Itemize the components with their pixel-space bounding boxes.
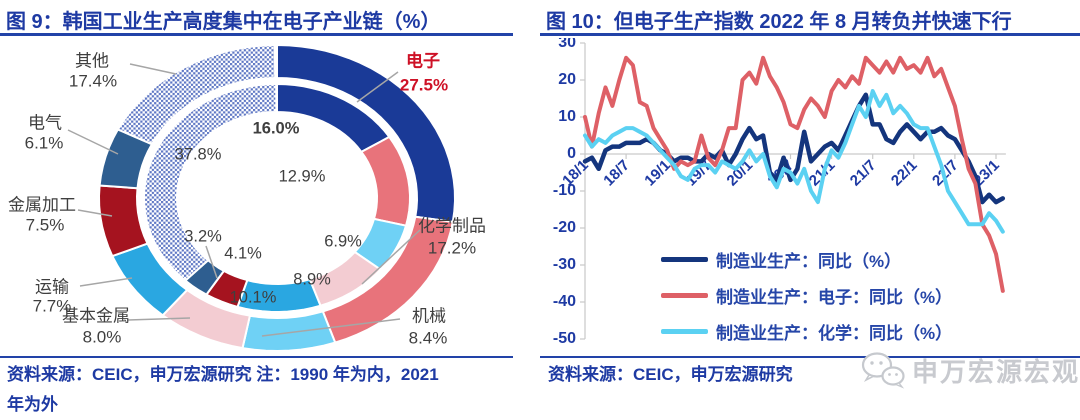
leader-line	[67, 129, 119, 155]
leader-line	[261, 318, 401, 337]
inner-value-基本金属: 8.9%	[293, 270, 331, 288]
leader-line	[79, 277, 133, 287]
inner-value-其他: 37.8%	[175, 145, 222, 163]
left-title-underline	[0, 33, 513, 36]
outer-ring-2021	[98, 44, 456, 352]
legend-row-electronics: 制造业生产：电子：同比（%）	[661, 283, 952, 307]
x-label-18/7: 18/7	[600, 157, 633, 190]
slice-value-运输: 7.7%	[33, 296, 72, 315]
left-bottom-rule	[0, 356, 513, 358]
slice-name-机械: 机械	[412, 306, 446, 325]
left-source-note: 资料来源：CEIC，申万宏源研究 注：1990 年为内，2021 年为外	[7, 360, 527, 420]
left-figure-title: 图 9：韩国工业生产高度集中在电子产业链（%）	[6, 11, 441, 33]
right-title-underline	[540, 33, 1080, 36]
slice-name-电子: 电子	[406, 50, 440, 70]
x-label-21/7: 21/7	[847, 157, 880, 190]
inner-labels: 16.0% 12.9% 6.9% 8.9% 10.1% 4.1%3.2% 37.8%	[175, 119, 363, 306]
inner-value-机械: 6.9%	[324, 232, 362, 250]
inner-value-化学制品: 12.9%	[279, 167, 326, 185]
right-figure-title: 图 10：但电子生产指数 2022 年 8 月转负并快速下行	[546, 11, 1012, 33]
brand-watermark: 申万宏源宏观	[860, 350, 1080, 390]
donut-slice-机械	[241, 310, 337, 352]
y-label-30: 30	[558, 38, 576, 51]
left-source-line1: 资料来源：CEIC，申万宏源研究 注：1990 年为内，2021	[7, 365, 439, 384]
inner-value-电气: 3.2%	[184, 227, 222, 245]
leader-line	[127, 317, 191, 321]
line-electronics	[583, 55, 1005, 293]
line-chart-legend: 制造业生产：同比（%） 制造业生产：电子：同比（%） 制造业生产：化学：同比（%…	[661, 247, 952, 355]
legend-row-chemicals: 制造业生产：化学：同比（%）	[661, 319, 952, 343]
y-label--20: -20	[553, 219, 576, 236]
left-source-line2: 年为外	[7, 395, 58, 414]
slice-name-金属加工: 金属加工	[8, 195, 76, 214]
legend-label-electronics: 制造业生产：电子：同比（%）	[716, 287, 953, 307]
legend-swatch-manufacturing	[661, 256, 708, 262]
inner-value-运输: 10.1%	[230, 288, 277, 306]
leader-line	[361, 229, 421, 285]
y-axis-labels: 30 20 10 0 -10 -20 -30 -40 -50	[553, 38, 576, 347]
slice-value-电气: 6.1%	[25, 133, 64, 152]
inner-value-电子: 16.0%	[253, 119, 300, 137]
slice-value-化学制品: 17.2%	[428, 238, 476, 257]
donut-slice-其他	[116, 44, 277, 146]
y-label-10: 10	[558, 108, 576, 125]
leader-line	[205, 245, 218, 279]
slice-value-基本金属: 8.0%	[83, 327, 122, 346]
leader-lines	[67, 63, 421, 337]
slice-value-其他: 17.4%	[69, 71, 117, 90]
legend-label-chemicals: 制造业生产：化学：同比（%）	[716, 323, 953, 343]
donut-slice-金属加工	[98, 184, 149, 258]
slice-value-金属加工: 7.5%	[26, 215, 65, 234]
inner-ring-1990	[143, 83, 411, 313]
y-label--10: -10	[553, 182, 576, 199]
outer-labels: 电子 27.5% 化学制品 17.2% 机械 8.4% 基本金属 8.0% 运输7.7% 金属加工…	[8, 50, 486, 347]
legend-label-manufacturing: 制造业生产：同比（%）	[716, 251, 902, 271]
leader-line	[129, 63, 177, 75]
slice-value-机械: 8.4%	[409, 328, 448, 347]
slice-name-其他: 其他	[75, 51, 109, 70]
slice-value-电子: 27.5%	[400, 75, 448, 94]
y-label--30: -30	[553, 256, 576, 273]
legend-swatch-electronics	[661, 292, 708, 298]
slice-name-电气: 电气	[28, 113, 62, 132]
watermark-text: 申万宏源宏观	[912, 356, 1080, 387]
legend-swatch-chemicals	[661, 328, 708, 334]
legend-row-manufacturing: 制造业生产：同比（%）	[661, 247, 952, 271]
right-bottom-rule	[540, 356, 1080, 358]
y-label--50: -50	[553, 330, 576, 347]
line-chemicals	[583, 89, 1005, 234]
inner-value-金属加工: 4.1%	[224, 244, 262, 262]
donut-slice-化学制品	[360, 135, 411, 227]
y-label-0: 0	[567, 145, 576, 162]
leader-line	[356, 71, 399, 103]
leader-line	[77, 209, 113, 217]
right-source-note: 资料来源：CEIC，申万宏源研究	[548, 365, 793, 384]
slice-name-运输: 运输	[35, 277, 69, 296]
wechat-icon	[861, 352, 905, 389]
donut-slice-其他	[143, 83, 278, 282]
x-label-22/1: 22/1	[888, 157, 921, 190]
slice-name-化学制品: 化学制品	[418, 216, 486, 235]
slice-name-基本金属: 基本金属	[62, 306, 130, 325]
y-label--40: -40	[553, 293, 576, 310]
donut-chart: 电子 27.5% 化学制品 17.2% 机械 8.4% 基本金属 8.0% 运输7.7% 金属加工…	[8, 44, 486, 352]
y-label-20: 20	[558, 71, 576, 88]
